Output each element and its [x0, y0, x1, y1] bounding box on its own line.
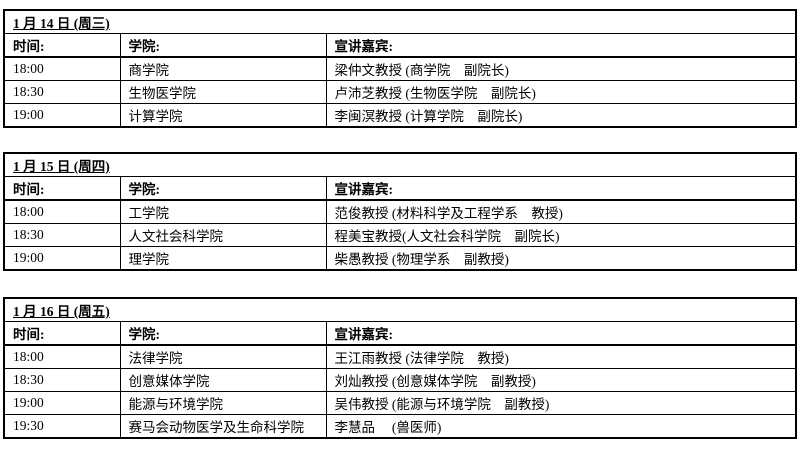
cell-time: 19:00: [3, 391, 121, 415]
cell-college: 法律学院: [119, 344, 327, 369]
cell-speaker: 梁仲文教授 (商学院 副院长): [325, 56, 797, 81]
date-title-row: 1 月 15 日 (周四): [3, 152, 797, 177]
cell-time: 18:00: [3, 199, 121, 224]
table-row: 18:30 生物医学院 卢沛芝教授 (生物医学院 副院长): [3, 80, 797, 104]
column-header-time: 时间:: [3, 321, 121, 346]
cell-speaker: 吴伟教授 (能源与环境学院 副教授): [325, 391, 797, 415]
table-row: 18:30 人文社会科学院 程美宝教授(人文社会科学院 副院长): [3, 223, 797, 247]
cell-time: 18:30: [3, 80, 121, 104]
table-row: 19:00 计算学院 李闽溟教授 (计算学院 副院长): [3, 103, 797, 128]
date-title-row: 1 月 14 日 (周三): [3, 9, 797, 34]
date-title: 1 月 14 日 (周三): [13, 16, 110, 31]
table-row: 18:00 商学院 梁仲文教授 (商学院 副院长): [3, 56, 797, 81]
column-header-time: 时间:: [3, 176, 121, 201]
cell-time: 18:00: [3, 344, 121, 369]
column-header-college: 学院:: [119, 33, 327, 58]
cell-time: 18:00: [3, 56, 121, 81]
cell-speaker: 李闽溟教授 (计算学院 副院长): [325, 103, 797, 128]
date-title-row: 1 月 16 日 (周五): [3, 297, 797, 322]
cell-college: 创意媒体学院: [119, 368, 327, 392]
cell-college: 工学院: [119, 199, 327, 224]
cell-speaker: 柴愚教授 (物理学系 副教授): [325, 246, 797, 271]
cell-time: 19:00: [3, 246, 121, 271]
cell-time: 18:30: [3, 368, 121, 392]
cell-speaker: 李慧品 (兽医师): [325, 414, 797, 439]
date-title-cell: 1 月 15 日 (周四): [3, 152, 797, 177]
table-row: 19:30 赛马会动物医学及生命科学院 李慧品 (兽医师): [3, 414, 797, 439]
column-header-college: 学院:: [119, 176, 327, 201]
date-title: 1 月 15 日 (周四): [13, 159, 110, 174]
cell-college: 能源与环境学院: [119, 391, 327, 415]
table-row: 18:00 工学院 范俊教授 (材料科学及工程学系 教授): [3, 199, 797, 224]
column-header-speaker: 宣讲嘉宾:: [325, 321, 797, 346]
schedule-table-jan16: 1 月 16 日 (周五) 时间: 学院: 宣讲嘉宾: 18:00 法律学院 王…: [3, 297, 797, 439]
table-header-row: 时间: 学院: 宣讲嘉宾:: [3, 176, 797, 201]
column-header-college: 学院:: [119, 321, 327, 346]
cell-speaker: 程美宝教授(人文社会科学院 副院长): [325, 223, 797, 247]
table-row: 19:00 能源与环境学院 吴伟教授 (能源与环境学院 副教授): [3, 391, 797, 415]
date-title: 1 月 16 日 (周五): [13, 304, 110, 319]
cell-time: 18:30: [3, 223, 121, 247]
cell-college: 生物医学院: [119, 80, 327, 104]
schedule-table-jan14: 1 月 14 日 (周三) 时间: 学院: 宣讲嘉宾: 18:00 商学院 梁仲…: [3, 9, 797, 128]
column-header-speaker: 宣讲嘉宾:: [325, 33, 797, 58]
cell-time: 19:00: [3, 103, 121, 128]
table-row: 18:30 创意媒体学院 刘灿教授 (创意媒体学院 副教授): [3, 368, 797, 392]
table-row: 18:00 法律学院 王江雨教授 (法律学院 教授): [3, 344, 797, 369]
schedule-table-jan15: 1 月 15 日 (周四) 时间: 学院: 宣讲嘉宾: 18:00 工学院 范俊…: [3, 152, 797, 271]
date-title-cell: 1 月 14 日 (周三): [3, 9, 797, 34]
cell-college: 理学院: [119, 246, 327, 271]
cell-time: 19:30: [3, 414, 121, 439]
cell-college: 商学院: [119, 56, 327, 81]
cell-speaker: 范俊教授 (材料科学及工程学系 教授): [325, 199, 797, 224]
schedule-document: { "page": { "background_color": "#ffffff…: [0, 9, 800, 449]
cell-speaker: 卢沛芝教授 (生物医学院 副院长): [325, 80, 797, 104]
table-header-row: 时间: 学院: 宣讲嘉宾:: [3, 33, 797, 58]
column-header-speaker: 宣讲嘉宾:: [325, 176, 797, 201]
column-header-time: 时间:: [3, 33, 121, 58]
cell-college: 计算学院: [119, 103, 327, 128]
cell-college: 人文社会科学院: [119, 223, 327, 247]
table-row: 19:00 理学院 柴愚教授 (物理学系 副教授): [3, 246, 797, 271]
date-title-cell: 1 月 16 日 (周五): [3, 297, 797, 322]
cell-college: 赛马会动物医学及生命科学院: [119, 414, 327, 439]
table-header-row: 时间: 学院: 宣讲嘉宾:: [3, 321, 797, 346]
cell-speaker: 王江雨教授 (法律学院 教授): [325, 344, 797, 369]
cell-speaker: 刘灿教授 (创意媒体学院 副教授): [325, 368, 797, 392]
